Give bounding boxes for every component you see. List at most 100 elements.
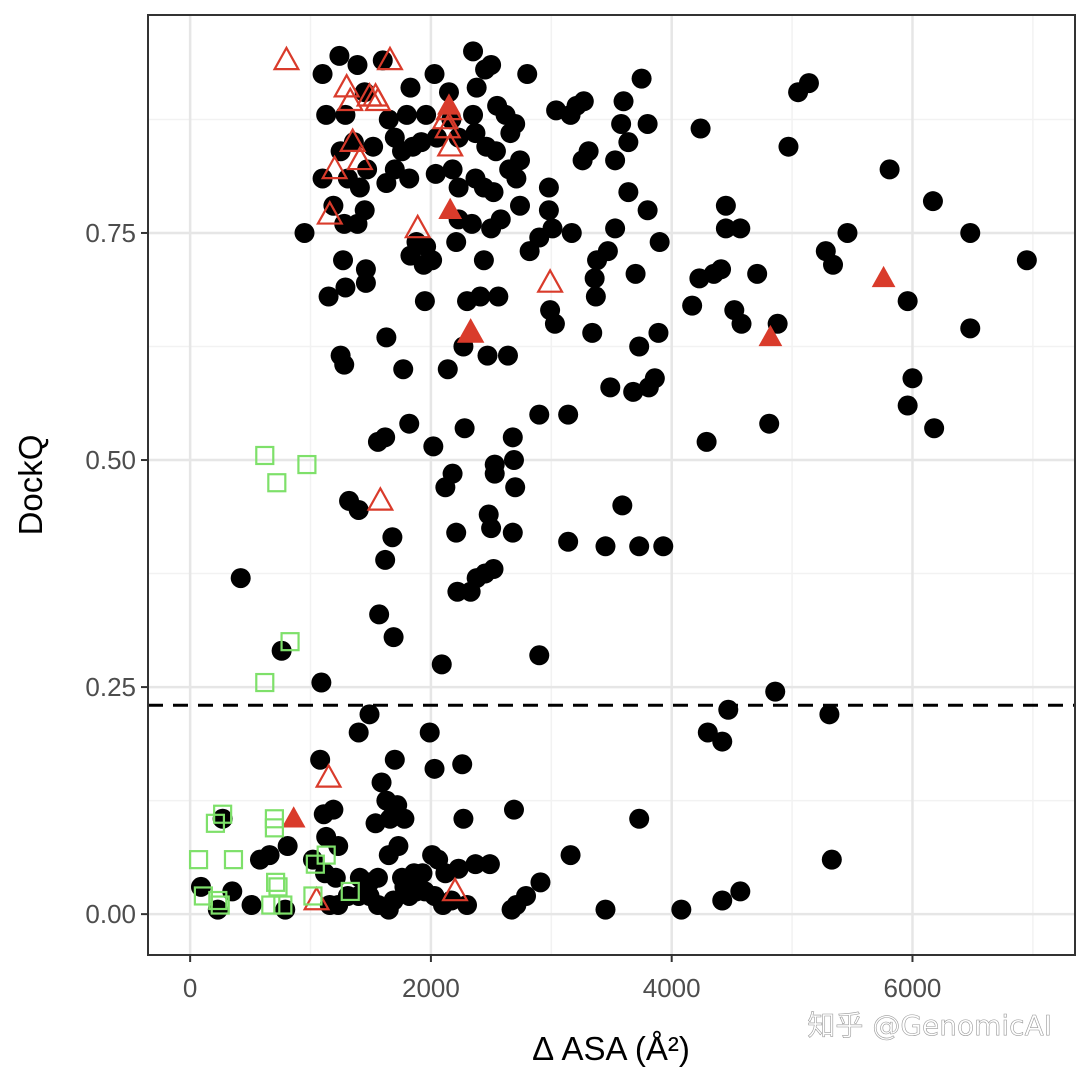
point-circle bbox=[483, 559, 504, 580]
point-circle bbox=[477, 345, 498, 366]
series-open-squares bbox=[188, 445, 360, 915]
point-circle bbox=[277, 836, 298, 857]
point-circle bbox=[412, 863, 433, 884]
point-circle bbox=[516, 885, 537, 906]
point-circle bbox=[396, 104, 417, 125]
plot-frame bbox=[147, 14, 1076, 956]
point-circle bbox=[613, 91, 634, 112]
point-circle bbox=[384, 749, 405, 770]
point-square-open bbox=[267, 473, 287, 493]
point-circle bbox=[230, 568, 251, 589]
point-circle bbox=[637, 113, 658, 134]
series-circles bbox=[190, 41, 1037, 920]
point-circle bbox=[612, 495, 633, 516]
series-filled-triangles bbox=[281, 93, 896, 828]
point-circle bbox=[367, 867, 388, 888]
y-tick-label: 0.25 bbox=[85, 672, 136, 702]
point-circle bbox=[448, 177, 469, 198]
point-circle bbox=[767, 313, 788, 334]
point-circle bbox=[538, 177, 559, 198]
point-square-open bbox=[205, 813, 226, 833]
point-circle bbox=[452, 754, 473, 775]
x-axis: 0 2000 4000 6000 bbox=[183, 955, 941, 1003]
point-triangle-open bbox=[316, 200, 344, 225]
point-circle bbox=[682, 295, 703, 316]
point-circle bbox=[375, 549, 396, 570]
point-circle bbox=[442, 159, 463, 180]
point-circle bbox=[960, 222, 981, 243]
point-triangle-filled bbox=[437, 93, 461, 115]
point-circle bbox=[823, 254, 844, 275]
point-circle bbox=[696, 431, 717, 452]
point-circle bbox=[897, 395, 918, 416]
point-square-open bbox=[268, 877, 288, 897]
point-circle bbox=[538, 200, 559, 221]
point-circle bbox=[393, 359, 414, 380]
point-circle bbox=[798, 73, 819, 94]
point-circle bbox=[560, 845, 581, 866]
point-circle bbox=[765, 681, 786, 702]
point-triangle-filled bbox=[758, 324, 783, 347]
point-circle bbox=[382, 527, 403, 548]
point-circle bbox=[924, 418, 945, 439]
point-circle bbox=[323, 799, 344, 820]
y-tick-label: 0.75 bbox=[85, 218, 136, 248]
point-triangle-open bbox=[441, 876, 469, 902]
point-circle bbox=[384, 159, 405, 180]
point-circle bbox=[715, 218, 736, 239]
point-circle bbox=[629, 336, 650, 357]
point-square-open bbox=[280, 632, 300, 652]
point-circle bbox=[530, 872, 551, 893]
point-circle bbox=[572, 150, 593, 171]
point-circle bbox=[517, 64, 538, 85]
point-circle bbox=[376, 327, 397, 348]
point-circle bbox=[1016, 250, 1037, 271]
point-circle bbox=[505, 113, 526, 134]
point-circle bbox=[503, 450, 524, 471]
point-circle bbox=[334, 354, 355, 375]
point-circle bbox=[475, 59, 496, 80]
point-square-open bbox=[223, 850, 244, 870]
point-circle bbox=[629, 536, 650, 557]
point-circle bbox=[453, 808, 474, 829]
point-circle bbox=[359, 704, 380, 725]
point-circle bbox=[431, 654, 452, 675]
point-circle bbox=[463, 104, 484, 125]
point-circle bbox=[473, 250, 494, 271]
point-circle bbox=[484, 463, 505, 484]
point-circle bbox=[561, 222, 582, 243]
point-triangle-open bbox=[314, 763, 343, 788]
point-square-open bbox=[261, 895, 281, 915]
point-circle bbox=[422, 250, 443, 271]
point-triangle-filled bbox=[438, 197, 463, 220]
point-circle bbox=[349, 177, 370, 198]
point-circle bbox=[348, 499, 369, 520]
point-circle bbox=[718, 699, 739, 720]
point-circle bbox=[618, 132, 639, 153]
point-circle bbox=[649, 232, 670, 253]
point-circle bbox=[212, 808, 233, 829]
point-circle bbox=[485, 141, 506, 162]
point-circle bbox=[631, 68, 652, 89]
point-square-open bbox=[188, 850, 209, 870]
point-circle bbox=[460, 581, 481, 602]
point-circle bbox=[653, 536, 674, 557]
point-circle bbox=[960, 318, 981, 339]
point-square-open bbox=[303, 886, 323, 906]
point-circle bbox=[584, 268, 605, 289]
point-triangle-open bbox=[338, 127, 367, 152]
point-square-open bbox=[340, 881, 360, 902]
point-circle bbox=[821, 849, 842, 870]
point-circle bbox=[466, 77, 487, 98]
point-circle bbox=[323, 195, 344, 216]
point-circle bbox=[312, 64, 333, 85]
point-circle bbox=[597, 241, 618, 262]
point-circle bbox=[311, 672, 332, 693]
point-circle bbox=[510, 150, 531, 171]
point-circle bbox=[715, 195, 736, 216]
point-circle bbox=[363, 136, 384, 157]
plot-background bbox=[148, 15, 1075, 955]
point-circle bbox=[611, 113, 632, 134]
point-circle bbox=[465, 854, 486, 875]
point-circle bbox=[354, 200, 375, 221]
